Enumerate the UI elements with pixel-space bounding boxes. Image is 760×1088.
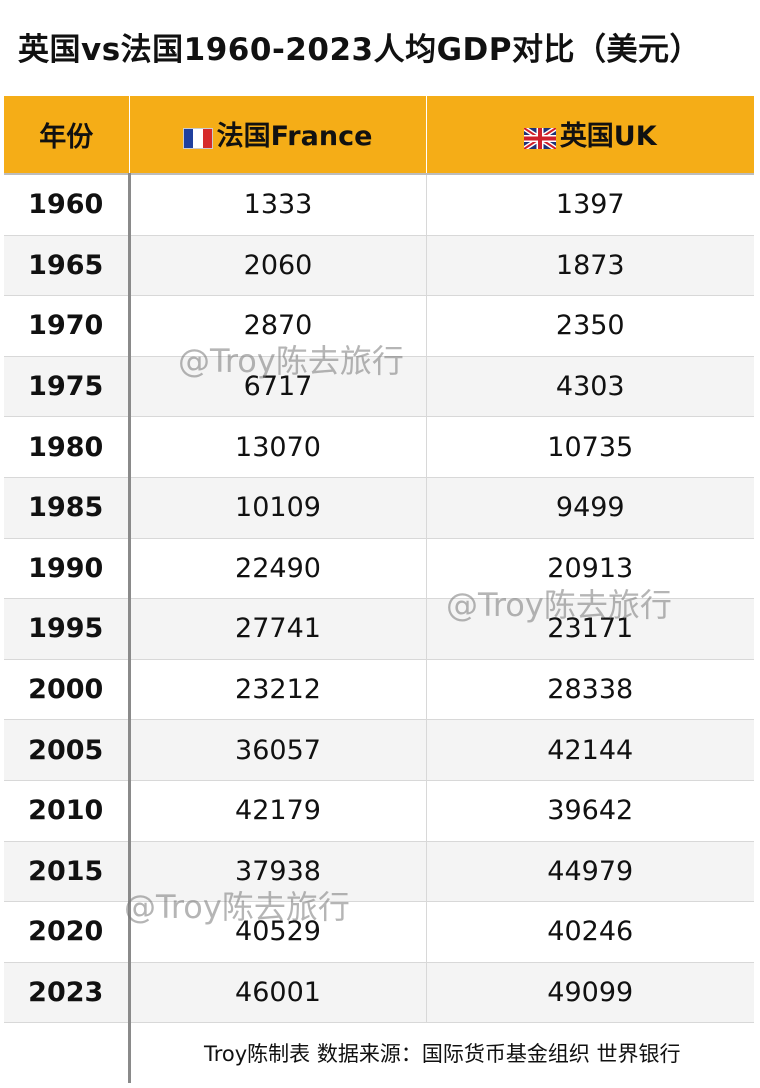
table-row: 1995 27741 23171 [4, 598, 754, 660]
uk-gdp-cell: 40246 [426, 901, 754, 963]
france-gdp-cell: 10109 [129, 477, 427, 539]
header-uk-label: 英国UK [559, 120, 657, 152]
france-gdp-cell: 23212 [129, 659, 427, 721]
table-row: 1980 13070 10735 [4, 416, 754, 478]
france-gdp-cell: 27741 [129, 598, 427, 660]
year-cell: 2020 [4, 901, 131, 963]
uk-gdp-cell: 23171 [426, 598, 754, 660]
gdp-table: 年份 法国France [4, 96, 754, 1084]
header-year-label: 年份 [39, 122, 94, 153]
page-title: 英国vs法国1960-2023人均GDP对比（美元） [18, 32, 701, 68]
year-cell: 1990 [4, 538, 131, 600]
table-row: 1970 2870 2350 [4, 295, 754, 357]
year-cell: 2010 [4, 780, 131, 842]
year-cell: 2005 [4, 719, 131, 781]
table-row: 2015 37938 44979 [4, 841, 754, 903]
header-year: 年份 [4, 96, 130, 174]
uk-gdp-cell: 49099 [426, 962, 754, 1024]
year-cell: 2000 [4, 659, 131, 721]
france-gdp-cell: 13070 [129, 416, 427, 478]
year-cell: 1985 [4, 477, 131, 539]
uk-gdp-cell: 4303 [426, 356, 754, 418]
table-row: 1985 10109 9499 [4, 477, 754, 539]
uk-gdp-cell: 9499 [426, 477, 754, 539]
year-cell: 1970 [4, 295, 131, 357]
table-row: 2020 40529 40246 [4, 901, 754, 963]
france-gdp-cell: 36057 [129, 719, 427, 781]
source-note: Troy陈制表 数据来源：国际货币基金组织 世界银行 [203, 1042, 681, 1067]
header-france: 法国France [129, 96, 427, 174]
footer-empty-cell [4, 1022, 131, 1084]
table-row: 2000 23212 28338 [4, 659, 754, 721]
year-cell: 2023 [4, 962, 131, 1024]
france-gdp-cell: 37938 [129, 841, 427, 903]
france-gdp-cell: 1333 [129, 172, 427, 236]
year-cell: 1960 [4, 172, 131, 236]
table-body: 1960 1333 1397 1965 2060 1873 1970 2870 2350 1975… [4, 172, 754, 1024]
table-header-row: 年份 法国France [4, 96, 754, 174]
table-row: 2005 36057 42144 [4, 719, 754, 781]
uk-gdp-cell: 28338 [426, 659, 754, 721]
france-gdp-cell: 46001 [129, 962, 427, 1024]
flag-france-icon [182, 125, 213, 156]
header-france-label: 法国France [216, 120, 373, 152]
year-cell: 1995 [4, 598, 131, 660]
table-row: 1960 1333 1397 [4, 172, 754, 236]
header-uk: 英国UK [426, 96, 754, 174]
france-gdp-cell: 22490 [129, 538, 427, 600]
table-row: 1975 6717 4303 [4, 356, 754, 418]
table-row: 2010 42179 39642 [4, 780, 754, 842]
year-cell: 1965 [4, 235, 131, 297]
france-gdp-cell: 2060 [129, 235, 427, 297]
year-cell: 1980 [4, 416, 131, 478]
uk-gdp-cell: 44979 [426, 841, 754, 903]
year-cell: 1975 [4, 356, 131, 418]
uk-gdp-cell: 39642 [426, 780, 754, 842]
france-gdp-cell: 2870 [129, 295, 427, 357]
uk-gdp-cell: 42144 [426, 719, 754, 781]
france-gdp-cell: 6717 [129, 356, 427, 418]
france-gdp-cell: 42179 [129, 780, 427, 842]
uk-gdp-cell: 1873 [426, 235, 754, 297]
flag-uk-icon [522, 125, 558, 156]
uk-gdp-cell: 1397 [426, 172, 754, 236]
uk-gdp-cell: 2350 [426, 295, 754, 357]
year-cell: 2015 [4, 841, 131, 903]
table-row: 1990 22490 20913 [4, 538, 754, 600]
table-footer-row: Troy陈制表 数据来源：国际货币基金组织 世界银行 [4, 1022, 754, 1084]
france-gdp-cell: 40529 [129, 901, 427, 963]
table-row: 1965 2060 1873 [4, 235, 754, 297]
uk-gdp-cell: 10735 [426, 416, 754, 478]
uk-gdp-cell: 20913 [426, 538, 754, 600]
table-row: 2023 46001 49099 [4, 962, 754, 1024]
